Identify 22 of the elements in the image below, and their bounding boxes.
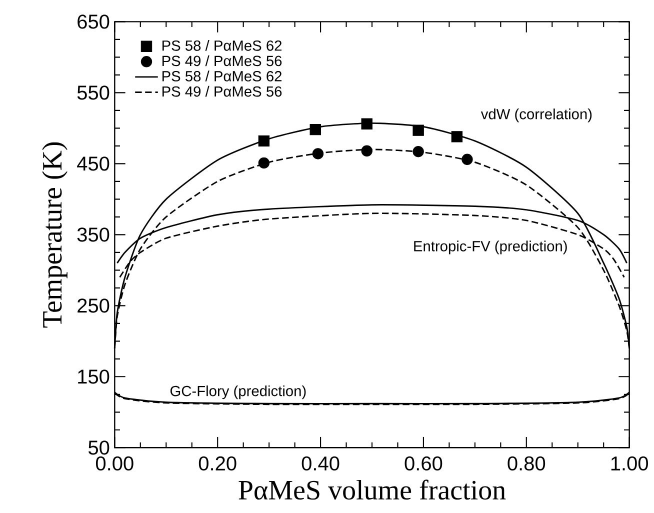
annotation: Entropic-FV (prediction) bbox=[414, 240, 567, 254]
x-tick-label: 1.00 bbox=[611, 456, 648, 471]
annotation: GC-Flory (prediction) bbox=[170, 385, 306, 400]
y-tick-label: 50 bbox=[88, 440, 110, 455]
annotation: vdW (correlation) bbox=[480, 108, 592, 122]
legend-label: PS 49 / PαMeS 56 bbox=[162, 86, 282, 97]
x-axis-title: PαMeS volume fraction bbox=[238, 480, 506, 500]
x-tick-label: 0.40 bbox=[302, 456, 340, 471]
y-tick-label: 250 bbox=[78, 298, 110, 313]
x-tick-label: 0.80 bbox=[508, 456, 546, 471]
y-tick-label: 150 bbox=[78, 370, 110, 384]
x-tick-label: 0.20 bbox=[198, 456, 236, 471]
legend-label: PS 58 / PαMeS 62 bbox=[162, 70, 282, 82]
y-tick-label: 350 bbox=[77, 228, 110, 242]
y-axis-title: Temperature (K) bbox=[42, 142, 68, 328]
x-tick-label: 0.00 bbox=[96, 456, 134, 471]
y-tick-label: 650 bbox=[78, 14, 110, 29]
legend-label: PS 49 / PαMeS 56 bbox=[162, 55, 282, 66]
legend-label: PS 58 / PαMeS 62 bbox=[162, 40, 282, 51]
x-tick-label: 0.60 bbox=[404, 456, 442, 471]
y-tick-label: 450 bbox=[77, 156, 110, 171]
y-tick-label: 550 bbox=[77, 86, 110, 100]
